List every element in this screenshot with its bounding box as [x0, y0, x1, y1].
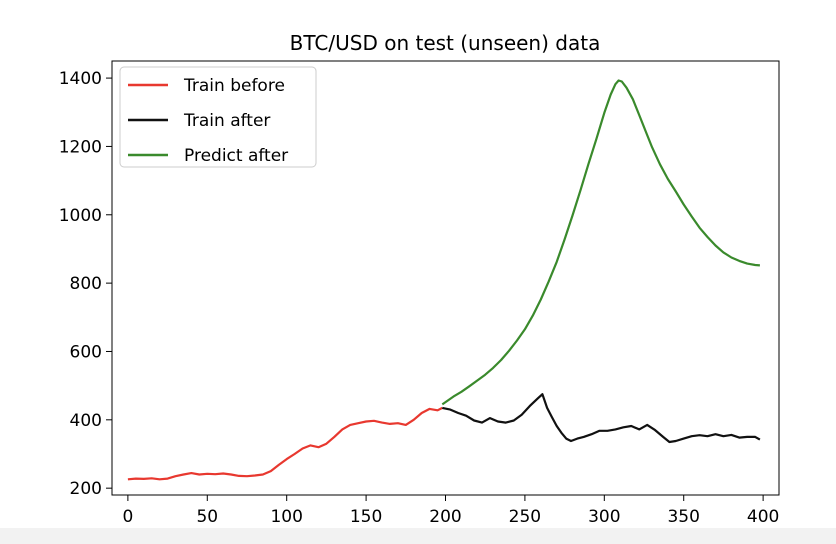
legend-label: Predict after: [184, 146, 288, 166]
x-tick-label: 200: [429, 507, 461, 527]
y-tick-label: 200: [70, 479, 102, 499]
legend-label: Train after: [183, 111, 270, 131]
bottom-band: [0, 528, 836, 544]
series-line-predict-after: [441, 79, 760, 406]
x-tick-label: 50: [196, 507, 218, 527]
y-tick-label: 1000: [59, 206, 102, 226]
line-chart: BTC/USD on test (unseen) data 0 50 100 150 2…: [59, 31, 780, 527]
y-tick-label: 1200: [59, 137, 102, 157]
x-tick-label: 150: [350, 507, 382, 527]
x-tick-label: 0: [122, 507, 133, 527]
y-tick-label: 800: [70, 274, 102, 294]
y-tick-label: 400: [70, 411, 102, 431]
x-tick-label: 400: [747, 507, 779, 527]
chart-title: BTC/USD on test (unseen) data: [290, 31, 601, 55]
x-tick-label: 100: [270, 507, 302, 527]
x-tick-label: 350: [667, 507, 699, 527]
y-tick-label: 1400: [59, 69, 102, 89]
y-tick-label: 600: [70, 342, 102, 362]
series-line-train-after: [442, 393, 761, 444]
x-tick-label: 250: [509, 507, 541, 527]
series-layer: [127, 79, 761, 481]
x-tick-label: 300: [588, 507, 620, 527]
series-line-train-before: [127, 406, 443, 481]
legend-label: Train before: [183, 76, 285, 96]
axes-layer: 0 50 100 150 200 250 300 350 400 200 400 600 800 1000…: [59, 60, 780, 527]
legend: Train before Train after Predict after: [119, 66, 317, 168]
legend-box: [119, 66, 317, 168]
